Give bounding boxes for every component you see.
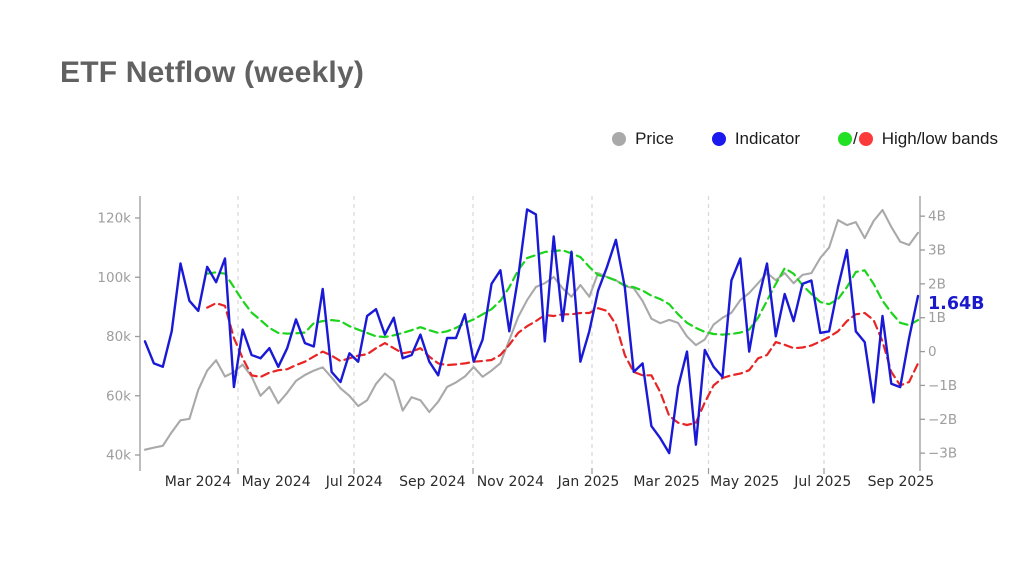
x-axis-tick-label: Mar 2025 xyxy=(633,474,700,490)
x-axis-tick-label: Sep 2024 xyxy=(399,474,466,490)
price-dot-icon xyxy=(612,132,627,146)
right-axis-tick-label: 0 xyxy=(928,344,937,360)
legend-label-indicator: Indicator xyxy=(734,129,801,148)
x-axis-tick-label: May 2024 xyxy=(242,474,311,490)
right-axis-tick-label: −3B xyxy=(928,446,957,462)
right-axis-tick-label: 3B xyxy=(928,242,946,258)
price-line xyxy=(143,208,920,451)
legend-label-price: Price xyxy=(635,129,674,148)
x-axis-tick-label: May 2025 xyxy=(710,474,779,490)
legend-item-indicator: Indicator xyxy=(711,129,801,149)
high-band-line xyxy=(206,249,920,339)
indicator-dot-icon xyxy=(711,132,726,146)
chart-legend: Price Indicator / High/low bands xyxy=(612,129,998,149)
left-axis-tick-label: 120k xyxy=(97,211,131,227)
x-axis-tick-label: Jan 2025 xyxy=(557,474,620,490)
indicator-last-value-label: 1.64B xyxy=(928,294,985,314)
right-axis-tick-label: 4B xyxy=(928,209,946,225)
x-axis-tick-label: Jul 2025 xyxy=(793,474,851,490)
left-axis-tick-label: 80k xyxy=(106,329,131,345)
indicator-line xyxy=(143,208,920,455)
high-band-dot-icon xyxy=(838,132,853,146)
left-axis-tick-label: 40k xyxy=(106,448,131,464)
band-separator: / xyxy=(853,129,858,148)
right-axis-tick-label: 2B xyxy=(928,276,946,292)
legend-item-price: Price xyxy=(612,129,674,149)
page-title: ETF Netflow (weekly) xyxy=(60,56,365,89)
band-dots: / xyxy=(838,129,873,149)
x-axis-tick-label: Mar 2024 xyxy=(165,474,232,490)
legend-label-bands: High/low bands xyxy=(881,129,998,148)
right-axis-tick-label: −1B xyxy=(928,378,957,394)
right-axis-tick-label: 1B xyxy=(928,310,946,326)
x-axis-tick-label: Sep 2025 xyxy=(868,474,934,490)
low-band-dot-icon xyxy=(858,132,873,146)
left-axis-tick-label: 60k xyxy=(106,388,131,404)
x-axis-tick-label: Nov 2024 xyxy=(477,474,544,490)
left-axis-tick-label: 100k xyxy=(97,270,131,286)
x-axis-tick-label: Jul 2024 xyxy=(325,474,383,490)
legend-item-bands: / High/low bands xyxy=(838,129,998,149)
right-axis-tick-label: −2B xyxy=(928,412,957,428)
